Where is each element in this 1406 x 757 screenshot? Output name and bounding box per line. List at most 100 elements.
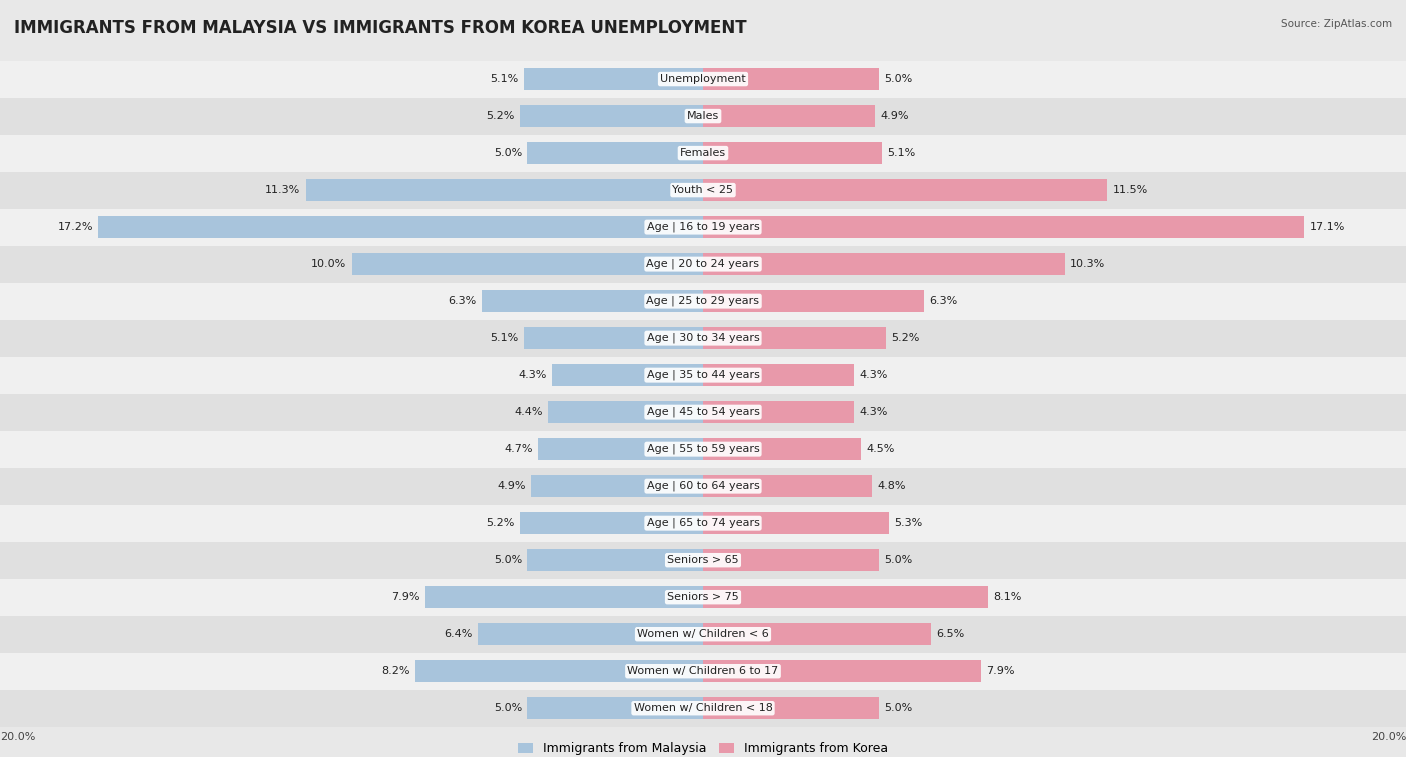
Bar [703,105,875,127]
Text: 6.5%: 6.5% [936,629,965,639]
Bar [520,105,703,127]
Text: Seniors > 65: Seniors > 65 [668,555,738,565]
Bar [703,216,1305,238]
Text: 4.9%: 4.9% [880,111,910,121]
Bar [703,401,855,423]
Text: 4.7%: 4.7% [503,444,533,454]
Text: 10.3%: 10.3% [1070,259,1105,269]
Text: Females: Females [681,148,725,158]
Bar [527,142,703,164]
Text: Seniors > 75: Seniors > 75 [666,592,740,602]
Bar [0,394,1406,431]
Text: 5.1%: 5.1% [491,333,519,343]
Text: 8.2%: 8.2% [381,666,409,676]
Bar [0,172,1406,209]
Text: 20.0%: 20.0% [0,732,35,743]
Bar [703,586,987,609]
Text: 5.1%: 5.1% [491,74,519,84]
Text: 4.3%: 4.3% [859,370,887,380]
Bar [703,290,925,312]
Text: Age | 60 to 64 years: Age | 60 to 64 years [647,481,759,491]
Bar [478,623,703,645]
Bar [0,357,1406,394]
Text: Males: Males [688,111,718,121]
Text: Youth < 25: Youth < 25 [672,185,734,195]
Text: 7.9%: 7.9% [391,592,420,602]
Bar [0,653,1406,690]
Bar [0,61,1406,98]
Text: 17.2%: 17.2% [58,222,93,232]
Bar [0,431,1406,468]
Bar [703,697,879,719]
Text: Age | 20 to 24 years: Age | 20 to 24 years [647,259,759,269]
Bar [524,327,703,349]
Text: Women w/ Children 6 to 17: Women w/ Children 6 to 17 [627,666,779,676]
Text: 4.8%: 4.8% [877,481,905,491]
Bar [425,586,703,609]
Bar [703,438,860,460]
Text: Age | 35 to 44 years: Age | 35 to 44 years [647,370,759,380]
Bar [0,690,1406,727]
Text: IMMIGRANTS FROM MALAYSIA VS IMMIGRANTS FROM KOREA UNEMPLOYMENT: IMMIGRANTS FROM MALAYSIA VS IMMIGRANTS F… [14,19,747,37]
Text: 5.2%: 5.2% [486,519,515,528]
Text: Age | 65 to 74 years: Age | 65 to 74 years [647,518,759,528]
Bar [703,327,886,349]
Text: 5.2%: 5.2% [486,111,515,121]
Text: 8.1%: 8.1% [993,592,1021,602]
Bar [703,475,872,497]
Text: 6.3%: 6.3% [929,296,957,306]
Text: 7.9%: 7.9% [986,666,1015,676]
Bar [0,615,1406,653]
Text: Women w/ Children < 6: Women w/ Children < 6 [637,629,769,639]
Bar [481,290,703,312]
Text: Age | 30 to 34 years: Age | 30 to 34 years [647,333,759,344]
Bar [531,475,703,497]
Text: 4.4%: 4.4% [515,407,543,417]
Text: 5.0%: 5.0% [494,148,522,158]
Bar [703,549,879,572]
Bar [0,209,1406,245]
Text: 6.4%: 6.4% [444,629,472,639]
Bar [703,364,855,386]
Text: 4.3%: 4.3% [859,407,887,417]
Bar [548,401,703,423]
Text: 5.2%: 5.2% [891,333,920,343]
Legend: Immigrants from Malaysia, Immigrants from Korea: Immigrants from Malaysia, Immigrants fro… [513,737,893,757]
Text: 11.3%: 11.3% [266,185,301,195]
Bar [352,253,703,276]
Bar [703,179,1108,201]
Text: 5.0%: 5.0% [884,703,912,713]
Bar [0,542,1406,578]
Bar [0,505,1406,542]
Bar [0,282,1406,319]
Text: 5.0%: 5.0% [494,703,522,713]
Text: 10.0%: 10.0% [311,259,346,269]
Bar [537,438,703,460]
Text: Age | 16 to 19 years: Age | 16 to 19 years [647,222,759,232]
Text: Age | 25 to 29 years: Age | 25 to 29 years [647,296,759,307]
Text: Age | 55 to 59 years: Age | 55 to 59 years [647,444,759,454]
Text: 5.1%: 5.1% [887,148,915,158]
Text: 4.3%: 4.3% [519,370,547,380]
Bar [703,253,1066,276]
Bar [520,512,703,534]
Bar [0,98,1406,135]
Bar [703,660,981,682]
Text: 5.3%: 5.3% [894,519,922,528]
Text: 6.3%: 6.3% [449,296,477,306]
Text: 5.0%: 5.0% [494,555,522,565]
Bar [703,512,889,534]
Bar [527,549,703,572]
Text: 17.1%: 17.1% [1309,222,1344,232]
Text: 11.5%: 11.5% [1112,185,1147,195]
Bar [703,68,879,90]
Bar [551,364,703,386]
Text: 5.0%: 5.0% [884,74,912,84]
Text: Source: ZipAtlas.com: Source: ZipAtlas.com [1281,19,1392,29]
Bar [0,245,1406,282]
Bar [527,697,703,719]
Bar [703,142,883,164]
Bar [703,623,932,645]
Text: 4.9%: 4.9% [496,481,526,491]
Text: Unemployment: Unemployment [661,74,745,84]
